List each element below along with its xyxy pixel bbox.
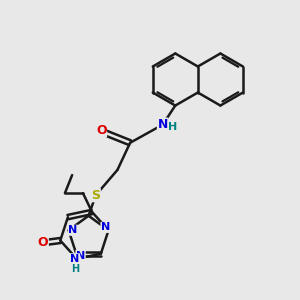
Text: S: S (91, 189, 100, 202)
Text: N: N (101, 222, 110, 233)
Text: N: N (76, 250, 85, 260)
Text: H: H (71, 264, 79, 274)
Text: H: H (168, 122, 177, 131)
Text: O: O (38, 236, 48, 249)
Text: N: N (68, 225, 78, 235)
Text: N: N (158, 118, 168, 131)
Text: N: N (70, 254, 80, 264)
Text: O: O (96, 124, 106, 136)
